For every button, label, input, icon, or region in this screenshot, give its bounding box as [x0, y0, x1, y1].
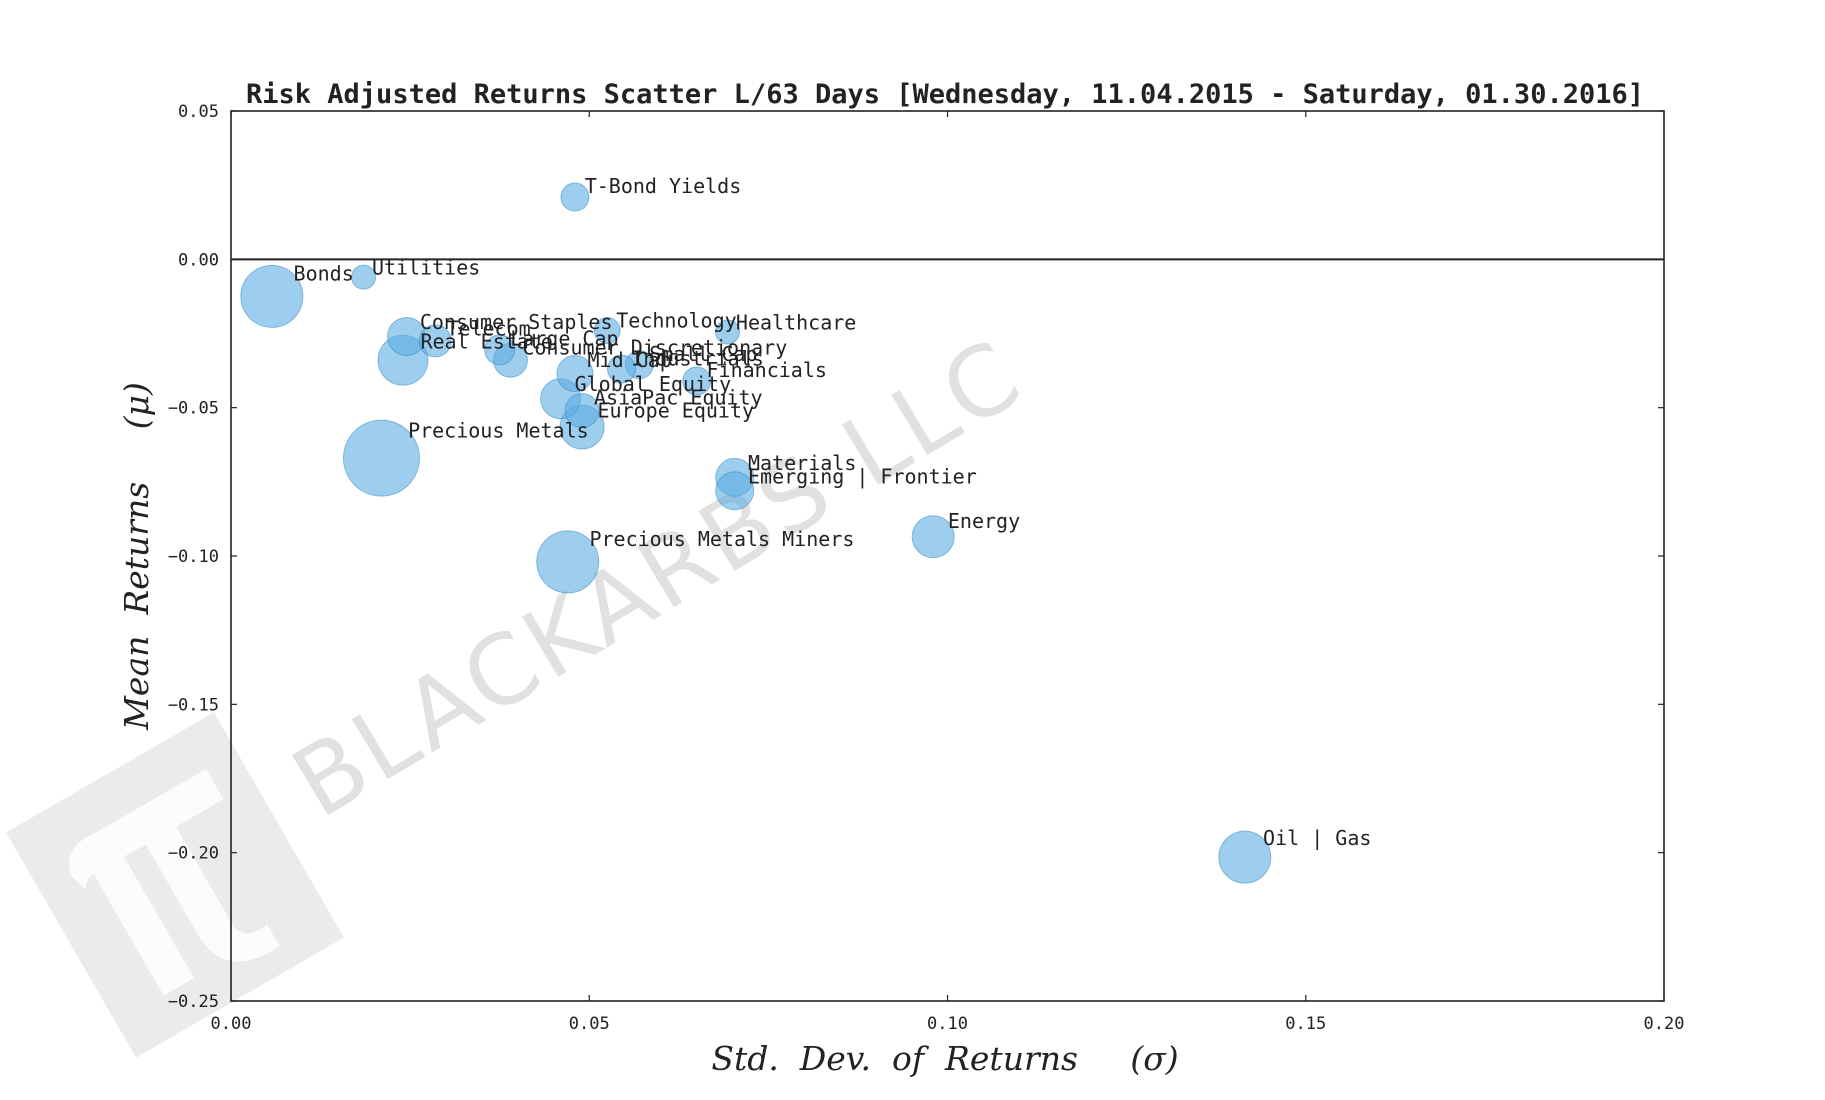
point-label: Large Cap: [510, 326, 618, 350]
scatter-point: [240, 264, 304, 328]
point-label: Energy: [948, 509, 1020, 533]
point-label: T-Bond Yields: [585, 174, 742, 198]
point-label: Oil | Gas: [1263, 826, 1371, 850]
scatter-point: [682, 366, 712, 396]
scatter-point: [593, 317, 621, 345]
point-label: Consumer Discretionary: [522, 335, 787, 359]
point-label: AsiaPac Equity: [594, 386, 763, 410]
point-label: Healthcare: [736, 311, 856, 335]
watermark-logo-icon: [6, 712, 344, 1058]
point-labels: T-Bond Yields Utilities Bonds Consumer Stap…: [294, 174, 1372, 850]
point-label: Global Equity: [575, 372, 732, 396]
x-tick-label: 0.20: [1644, 1014, 1685, 1034]
x-tick-label: 0.15: [1285, 1014, 1326, 1034]
point-label: Real Estate: [420, 330, 552, 354]
scatter-point: [351, 264, 377, 290]
point-label: Industrials: [631, 346, 763, 370]
scatter-point: [536, 530, 600, 594]
y-tick-label: 0.05: [178, 102, 219, 122]
point-label: Financials: [707, 358, 827, 382]
scatter-point: [715, 471, 755, 511]
scatter-point: [1218, 830, 1272, 884]
scatter-point: [606, 354, 636, 384]
point-label: Bonds: [294, 262, 354, 286]
scatter-points: [240, 182, 1272, 884]
y-tick-label: −0.15: [168, 695, 219, 715]
point-label: Emerging | Frontier: [748, 464, 977, 488]
point-label: Telecom: [446, 317, 530, 341]
point-label: Consumer Staples: [420, 310, 613, 334]
y-tick-label: −0.10: [168, 547, 219, 567]
scatter-point: [556, 355, 594, 393]
chart-title: Risk Adjusted Returns Scatter L/63 Days …: [246, 79, 1644, 110]
y-axis-label: Mean Returns (μ): [117, 382, 156, 731]
y-tick-label: −0.25: [168, 992, 219, 1012]
point-label: Materials: [748, 451, 856, 475]
scatter-point: [560, 182, 590, 212]
point-label: Mid Cap: [588, 348, 672, 372]
x-tick-label: 0.05: [569, 1014, 610, 1034]
point-label: Technology: [616, 308, 736, 332]
axis-ticks: 0.00 0.05 0.10 0.15 0.20 0.05 0.00 −0.05 −0.10 −0…: [168, 102, 1685, 1034]
scatter-point: [911, 515, 955, 559]
point-label: Small Cap: [649, 342, 757, 366]
x-tick-label: 0.00: [211, 1014, 252, 1034]
y-tick-label: −0.05: [168, 399, 219, 419]
point-label: Precious Metals Miners: [589, 527, 854, 551]
scatter-point: [342, 419, 420, 497]
y-tick-label: 0.00: [178, 250, 219, 270]
scatter-point: [484, 334, 516, 366]
scatter-point: [715, 319, 741, 345]
point-label: Precious Metals: [408, 419, 589, 443]
scatter-point: [564, 393, 600, 429]
x-axis-label: Std. Dev. of Returns (σ): [711, 1039, 1178, 1078]
point-label: Europe Equity: [597, 399, 754, 423]
x-tick-label: 0.10: [927, 1014, 968, 1034]
point-label: Utilities: [372, 256, 480, 280]
y-tick-label: −0.20: [168, 844, 219, 864]
scatter-point: [418, 324, 452, 358]
